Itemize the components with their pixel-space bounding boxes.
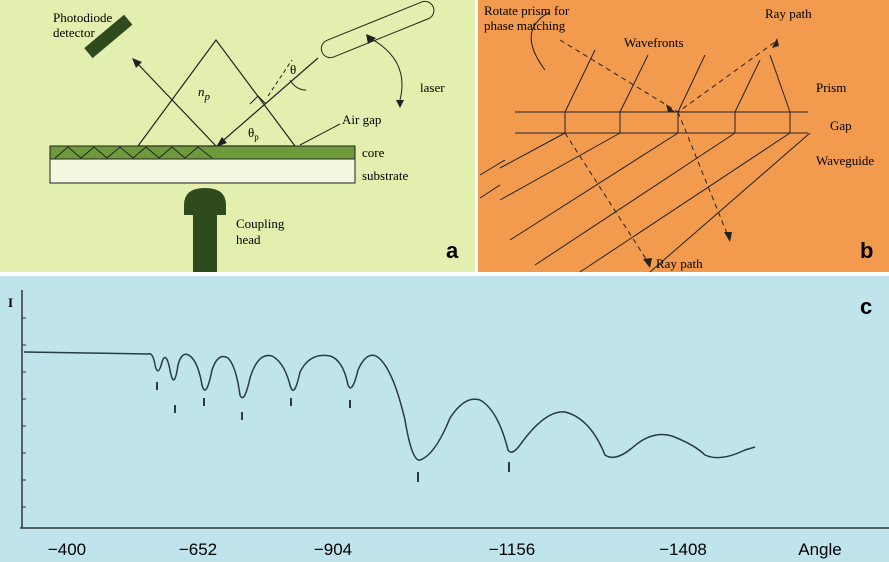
label: Coupling	[236, 216, 285, 231]
label: detector	[53, 25, 96, 40]
x-tick-group: −400 −652 −904 −1156 −1408	[48, 540, 707, 559]
label: θ	[248, 125, 254, 140]
x-tick-label: −652	[179, 540, 217, 559]
label: θ	[290, 62, 296, 77]
x-tick-label: −1408	[659, 540, 707, 559]
label: np	[198, 84, 211, 103]
x-tick-label: −1156	[489, 540, 535, 559]
mode-markers	[156, 382, 510, 482]
label: Air gap	[342, 112, 381, 127]
arrowhead	[132, 58, 142, 68]
label: Prism	[816, 80, 846, 95]
angle-arc	[289, 79, 307, 91]
label: head	[236, 232, 261, 247]
label: Waveguide	[816, 153, 874, 168]
panel-label: c	[860, 294, 872, 319]
arrowhead	[666, 104, 675, 112]
ray-in	[217, 57, 319, 146]
laser	[320, 0, 435, 59]
label: p	[204, 91, 211, 103]
label: Wavefronts	[624, 35, 684, 50]
head-stem	[193, 215, 217, 272]
right-angle	[249, 95, 267, 105]
detector	[84, 14, 133, 59]
x-label: Angle	[798, 540, 841, 559]
arrowhead	[366, 34, 376, 44]
arrowhead	[396, 100, 404, 108]
leader	[299, 123, 341, 146]
substrate	[49, 158, 356, 184]
panel-label: b	[860, 238, 873, 263]
panel-b-lines	[479, 11, 811, 273]
head-top	[184, 188, 226, 215]
arrowhead	[772, 38, 779, 48]
label: Photodiode	[53, 10, 112, 25]
arrowhead	[216, 137, 227, 147]
ray-out	[135, 61, 217, 147]
rotate-arrow	[369, 37, 403, 101]
reflectivity-curve	[23, 351, 756, 461]
x-tick-label: −400	[48, 540, 86, 559]
zigzag	[54, 146, 213, 159]
label: Gap	[830, 118, 852, 133]
label: p	[254, 132, 259, 142]
label: Ray path	[765, 6, 812, 21]
arrowhead	[724, 232, 732, 242]
label: core	[362, 145, 385, 160]
panel-a-bg	[0, 0, 475, 272]
label: θp	[248, 125, 259, 142]
label: laser	[420, 80, 445, 95]
panel-label: a	[446, 238, 459, 263]
y-label: I	[8, 295, 13, 310]
arrowhead	[643, 258, 652, 268]
label: Ray path	[656, 256, 703, 271]
x-tick-label: −904	[314, 540, 352, 559]
panel-b-bg	[478, 0, 889, 272]
label: phase matching	[484, 18, 566, 33]
normal	[267, 59, 293, 97]
label: substrate	[362, 168, 408, 183]
y-ticks	[22, 317, 26, 508]
label: Rotate prism for	[484, 3, 570, 18]
panel-c-bg	[0, 276, 889, 562]
label: n	[198, 84, 205, 99]
